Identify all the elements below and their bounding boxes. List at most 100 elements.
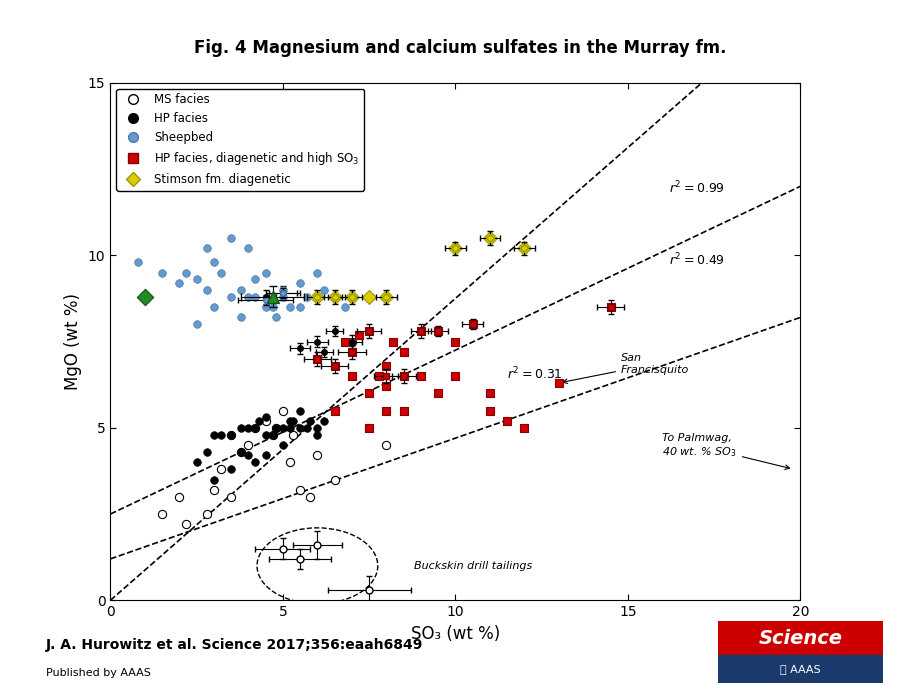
- Point: [223, 429, 238, 440]
- Point: [361, 326, 376, 337]
- Point: [154, 267, 169, 278]
- Point: [316, 284, 332, 295]
- Point: [499, 415, 514, 426]
- Point: [430, 326, 445, 337]
- Point: [396, 346, 411, 357]
- Point: [327, 474, 342, 485]
- Point: [223, 233, 238, 244]
- Point: [300, 291, 314, 302]
- Text: Published by AAAS: Published by AAAS: [46, 668, 151, 678]
- Point: [344, 346, 358, 357]
- Point: [300, 422, 314, 433]
- Point: [516, 243, 531, 254]
- Point: [482, 405, 496, 416]
- Point: [138, 291, 153, 302]
- Point: [327, 360, 342, 371]
- Point: [310, 291, 324, 302]
- Point: [199, 243, 214, 254]
- Point: [361, 291, 376, 302]
- Point: [206, 484, 221, 495]
- Point: [603, 302, 618, 313]
- Text: To Palmwag,
40 wt. % SO$_3$: To Palmwag, 40 wt. % SO$_3$: [662, 433, 789, 469]
- Point: [199, 509, 214, 520]
- Point: [414, 326, 428, 337]
- Point: [172, 491, 187, 502]
- Point: [344, 371, 358, 382]
- Point: [248, 291, 263, 302]
- Point: [223, 491, 238, 502]
- Text: Buckskin drill tailings: Buckskin drill tailings: [414, 561, 532, 571]
- Point: [199, 284, 214, 295]
- Point: [292, 405, 307, 416]
- Point: [258, 412, 273, 423]
- Point: [268, 422, 283, 433]
- Point: [282, 415, 297, 426]
- Point: [448, 336, 462, 347]
- Point: [282, 302, 297, 313]
- Point: [241, 243, 255, 254]
- Point: [310, 450, 324, 461]
- Point: [337, 336, 352, 347]
- Point: [386, 336, 401, 347]
- Point: [282, 422, 297, 433]
- Point: [310, 291, 324, 302]
- Point: [268, 312, 283, 323]
- Point: [292, 484, 307, 495]
- Point: [550, 377, 565, 388]
- Point: [213, 464, 228, 475]
- Point: [344, 336, 358, 347]
- Point: [233, 284, 248, 295]
- Legend: MS facies, HP facies, Sheepbed, HP facies, diagenetic and high SO$_3$, Stimson f: MS facies, HP facies, Sheepbed, HP facie…: [116, 89, 364, 190]
- Y-axis label: MgO (wt %): MgO (wt %): [64, 293, 83, 390]
- Text: Ⓝ AAAS: Ⓝ AAAS: [779, 664, 820, 674]
- Point: [379, 440, 393, 451]
- Point: [258, 302, 273, 313]
- Point: [327, 291, 342, 302]
- Point: [248, 274, 263, 285]
- Point: [206, 302, 221, 313]
- Point: [361, 422, 376, 433]
- Point: [344, 291, 358, 302]
- Point: [233, 422, 248, 433]
- Point: [337, 302, 352, 313]
- Point: [189, 319, 204, 330]
- Point: [248, 457, 263, 468]
- Point: [258, 267, 273, 278]
- Point: [178, 267, 193, 278]
- Point: [258, 450, 273, 461]
- Point: [286, 415, 301, 426]
- Point: [414, 371, 428, 382]
- Point: [303, 415, 318, 426]
- Point: [276, 405, 290, 416]
- Point: [310, 422, 324, 433]
- Point: [268, 422, 283, 433]
- Point: [465, 319, 480, 330]
- Point: [310, 429, 324, 440]
- Point: [241, 291, 255, 302]
- Point: [189, 274, 204, 285]
- Point: [248, 422, 263, 433]
- Point: [516, 422, 531, 433]
- Point: [448, 371, 462, 382]
- Text: San
Francisquito: San Francisquito: [562, 353, 688, 384]
- Point: [248, 422, 263, 433]
- Point: [206, 257, 221, 268]
- Point: [223, 464, 238, 475]
- Point: [276, 422, 290, 433]
- Point: [430, 388, 445, 399]
- Point: [172, 277, 187, 288]
- Point: [265, 429, 279, 440]
- Point: [251, 415, 266, 426]
- Point: [292, 422, 307, 433]
- Point: [206, 474, 221, 485]
- Point: [448, 243, 462, 254]
- X-axis label: SO₃ (wt %): SO₃ (wt %): [410, 624, 500, 642]
- Point: [265, 429, 279, 440]
- Point: [316, 415, 332, 426]
- Point: [286, 429, 301, 440]
- Point: [379, 360, 393, 371]
- Point: [241, 440, 255, 451]
- Point: [482, 233, 496, 244]
- Text: $r^2=0.31$: $r^2=0.31$: [506, 366, 562, 382]
- Point: [233, 312, 248, 323]
